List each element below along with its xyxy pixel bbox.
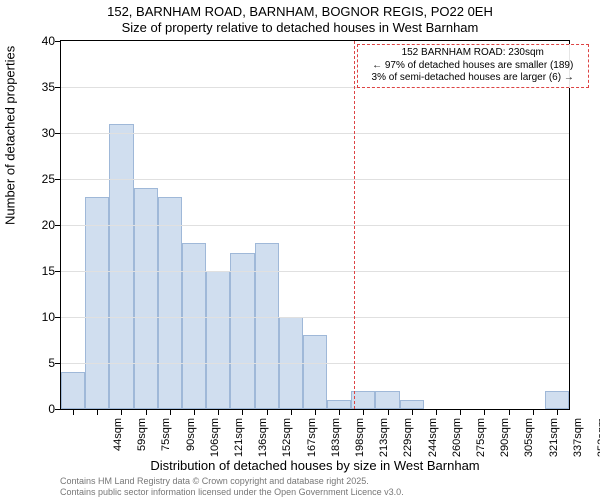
x-tick bbox=[339, 410, 340, 415]
chart-title-address: 152, BARNHAM ROAD, BARNHAM, BOGNOR REGIS… bbox=[0, 4, 600, 19]
x-tick-label: 337sqm bbox=[572, 418, 584, 460]
chart-title-desc: Size of property relative to detached ho… bbox=[0, 20, 600, 35]
x-tick bbox=[484, 410, 485, 415]
y-tick-label: 15 bbox=[5, 264, 55, 278]
x-tick bbox=[218, 410, 219, 415]
x-tick-label: 213sqm bbox=[378, 418, 390, 460]
x-tick-label: 260sqm bbox=[451, 418, 463, 460]
y-tick bbox=[55, 133, 60, 134]
x-tick-label: 275sqm bbox=[475, 418, 487, 460]
x-tick-label: 90sqm bbox=[185, 418, 197, 460]
x-tick bbox=[121, 410, 122, 415]
x-tick bbox=[97, 410, 98, 415]
x-tick-label: 229sqm bbox=[402, 418, 414, 460]
gridline bbox=[61, 271, 569, 272]
y-tick-label: 35 bbox=[5, 80, 55, 94]
histogram-bar bbox=[255, 243, 279, 409]
x-tick bbox=[533, 410, 534, 415]
y-tick-label: 30 bbox=[5, 126, 55, 140]
histogram-bar bbox=[375, 391, 399, 409]
x-tick-label: 152sqm bbox=[281, 418, 293, 460]
x-tick-label: 136sqm bbox=[257, 418, 269, 460]
x-tick-label: 106sqm bbox=[209, 418, 221, 460]
gridline bbox=[61, 363, 569, 364]
y-tick-label: 10 bbox=[5, 310, 55, 324]
x-tick bbox=[194, 410, 195, 415]
x-tick bbox=[291, 410, 292, 415]
histogram-bar bbox=[134, 188, 158, 409]
histogram-bar bbox=[327, 400, 351, 409]
x-tick-label: 59sqm bbox=[136, 418, 148, 460]
x-tick bbox=[436, 410, 437, 415]
y-tick bbox=[55, 87, 60, 88]
footer-line-2: Contains public sector information licen… bbox=[60, 487, 404, 498]
histogram-bar bbox=[109, 124, 133, 409]
annotation-line: 3% of semi-detached houses are larger (6… bbox=[362, 72, 584, 85]
x-tick bbox=[315, 410, 316, 415]
x-tick-label: 352sqm bbox=[596, 418, 600, 460]
x-tick bbox=[242, 410, 243, 415]
y-tick-label: 5 bbox=[5, 356, 55, 370]
x-tick-label: 198sqm bbox=[354, 418, 366, 460]
x-tick bbox=[73, 410, 74, 415]
x-tick-label: 44sqm bbox=[112, 418, 124, 460]
annotation-line: ← 97% of detached houses are smaller (18… bbox=[362, 60, 584, 73]
footer-line-1: Contains HM Land Registry data © Crown c… bbox=[60, 476, 404, 487]
histogram-bar bbox=[303, 335, 327, 409]
footer-attribution: Contains HM Land Registry data © Crown c… bbox=[60, 476, 404, 498]
x-tick-label: 321sqm bbox=[548, 418, 560, 460]
x-tick bbox=[267, 410, 268, 415]
plot-area bbox=[60, 40, 570, 410]
x-tick-label: 244sqm bbox=[427, 418, 439, 460]
y-tick-label: 20 bbox=[5, 218, 55, 232]
histogram-bar bbox=[545, 391, 569, 409]
gridline bbox=[61, 225, 569, 226]
x-tick-label: 290sqm bbox=[499, 418, 511, 460]
histogram-bar bbox=[61, 372, 85, 409]
histogram-bar bbox=[158, 197, 182, 409]
y-tick bbox=[55, 409, 60, 410]
y-tick bbox=[55, 271, 60, 272]
histogram-bar bbox=[400, 400, 424, 409]
reference-line bbox=[354, 41, 355, 409]
histogram-bar bbox=[351, 391, 375, 409]
x-tick bbox=[170, 410, 171, 415]
x-tick bbox=[412, 410, 413, 415]
x-tick-label: 183sqm bbox=[330, 418, 342, 460]
histogram-bar bbox=[206, 271, 230, 409]
histogram-bar bbox=[230, 253, 254, 409]
y-tick bbox=[55, 225, 60, 226]
x-tick bbox=[363, 410, 364, 415]
x-tick-label: 121sqm bbox=[233, 418, 245, 460]
histogram-bar bbox=[182, 243, 206, 409]
annotation-line: 152 BARNHAM ROAD: 230sqm bbox=[362, 47, 584, 60]
y-tick bbox=[55, 317, 60, 318]
annotation-box: 152 BARNHAM ROAD: 230sqm← 97% of detache… bbox=[357, 44, 589, 88]
x-tick bbox=[557, 410, 558, 415]
y-tick bbox=[55, 179, 60, 180]
x-tick bbox=[509, 410, 510, 415]
property-size-chart: 152, BARNHAM ROAD, BARNHAM, BOGNOR REGIS… bbox=[0, 0, 600, 500]
y-tick bbox=[55, 363, 60, 364]
y-tick-label: 0 bbox=[5, 402, 55, 416]
y-tick-label: 40 bbox=[5, 34, 55, 48]
x-tick-label: 305sqm bbox=[523, 418, 535, 460]
y-tick bbox=[55, 41, 60, 42]
x-tick-label: 167sqm bbox=[306, 418, 318, 460]
gridline bbox=[61, 179, 569, 180]
x-tick bbox=[146, 410, 147, 415]
gridline bbox=[61, 317, 569, 318]
x-axis-title: Distribution of detached houses by size … bbox=[60, 458, 570, 473]
y-tick-label: 25 bbox=[5, 172, 55, 186]
gridline bbox=[61, 133, 569, 134]
x-tick bbox=[460, 410, 461, 415]
x-tick-label: 75sqm bbox=[160, 418, 172, 460]
histogram-bar bbox=[85, 197, 109, 409]
x-tick bbox=[388, 410, 389, 415]
